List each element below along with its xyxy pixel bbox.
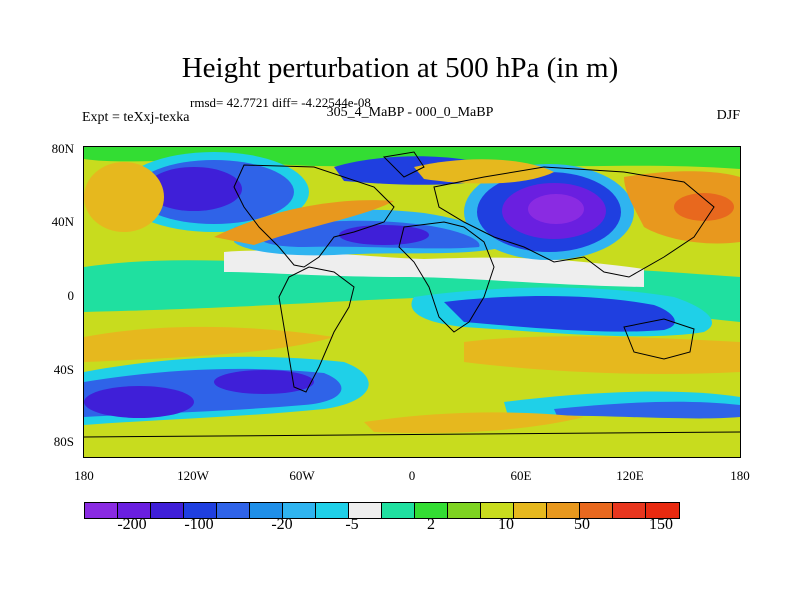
lon-tick-60w: 60W	[289, 468, 315, 483]
height-perturbation-map	[83, 146, 741, 458]
colorbar-label-neg5: -5	[345, 516, 359, 533]
colorbar	[84, 502, 680, 519]
colorbar-box	[646, 503, 679, 518]
colorbar-box	[151, 503, 184, 518]
colorbar-box	[283, 503, 316, 518]
colorbar-label-neg100: -100	[184, 516, 214, 533]
natl-low-core	[339, 225, 429, 245]
southern-low-core-west	[84, 386, 194, 418]
colorbar-label-neg20: -20	[271, 516, 293, 533]
lat-tick-80n: 80N	[51, 141, 74, 156]
southern-ridge-west	[84, 326, 334, 362]
npac-low-core	[146, 167, 242, 211]
lat-tick-40s: 40S	[53, 362, 74, 377]
colorbar-box	[514, 503, 547, 518]
colorbar-box	[217, 503, 250, 518]
lon-tick-60e: 60E	[510, 468, 532, 483]
namerica-high	[214, 200, 394, 245]
lat-tick-80s: 80S	[53, 434, 74, 449]
greenland-outline	[382, 151, 425, 178]
europe-high	[414, 159, 554, 184]
colorbar-box	[250, 503, 283, 518]
colorbar-label-150: 150	[649, 516, 673, 533]
africa-outline	[398, 221, 495, 333]
colorbar-label-neg200: -200	[117, 516, 147, 533]
indian-ocean-low-mid	[444, 296, 675, 332]
npac-high	[84, 162, 164, 232]
stats-label: rmsd= 42.7721 diff= -4.22544e-08	[190, 95, 371, 110]
plot-title: Height perturbation at 500 hPa (in m)	[181, 52, 619, 84]
colorbar-box	[184, 503, 217, 518]
colorbar-label-10: 10	[498, 516, 514, 533]
siberia-low-center	[528, 194, 584, 224]
colorbar-box	[85, 503, 118, 518]
continent-outlines	[84, 151, 740, 438]
australia-outline	[623, 318, 695, 360]
colorbar-box	[448, 503, 481, 518]
season-label: DJF	[716, 108, 740, 123]
lon-tick-0: 0	[408, 468, 416, 483]
experiment-label: Expt = teXxj-texka	[82, 110, 190, 125]
antarctic-band	[84, 415, 740, 457]
colorbar-box	[382, 503, 415, 518]
lon-tick-120e: 120E	[616, 468, 644, 483]
antarctic-high	[364, 412, 584, 434]
colorbar-label-50: 50	[574, 516, 590, 533]
colorbar-box	[349, 503, 382, 518]
colorbar-box	[580, 503, 613, 518]
antarctica-outline	[84, 431, 740, 438]
colorbar-box	[415, 503, 448, 518]
colorbar-box	[481, 503, 514, 518]
map-field	[84, 147, 740, 457]
lon-tick-180w: 180	[74, 468, 94, 483]
tropical-white-band	[224, 250, 644, 287]
southern-low-core-mid	[214, 370, 314, 394]
lat-tick-40n: 40N	[51, 214, 74, 229]
north-america-outline	[233, 164, 395, 268]
lon-tick-120w: 120W	[177, 468, 209, 483]
colorbar-box	[547, 503, 580, 518]
lat-tick-0: 0	[67, 288, 75, 303]
period-label: 305_4_MaBP - 000_0_MaBP	[326, 105, 494, 120]
colorbar-box	[316, 503, 349, 518]
npac-east-high-core	[674, 193, 734, 221]
colorbar-box	[118, 503, 151, 518]
eurasia-outline	[433, 166, 715, 278]
southern-ridge-east	[464, 336, 740, 374]
south-america-outline	[278, 266, 355, 393]
colorbar-label-2: 2	[427, 516, 435, 533]
lon-tick-180e: 180	[730, 468, 750, 483]
colorbar-box	[613, 503, 646, 518]
